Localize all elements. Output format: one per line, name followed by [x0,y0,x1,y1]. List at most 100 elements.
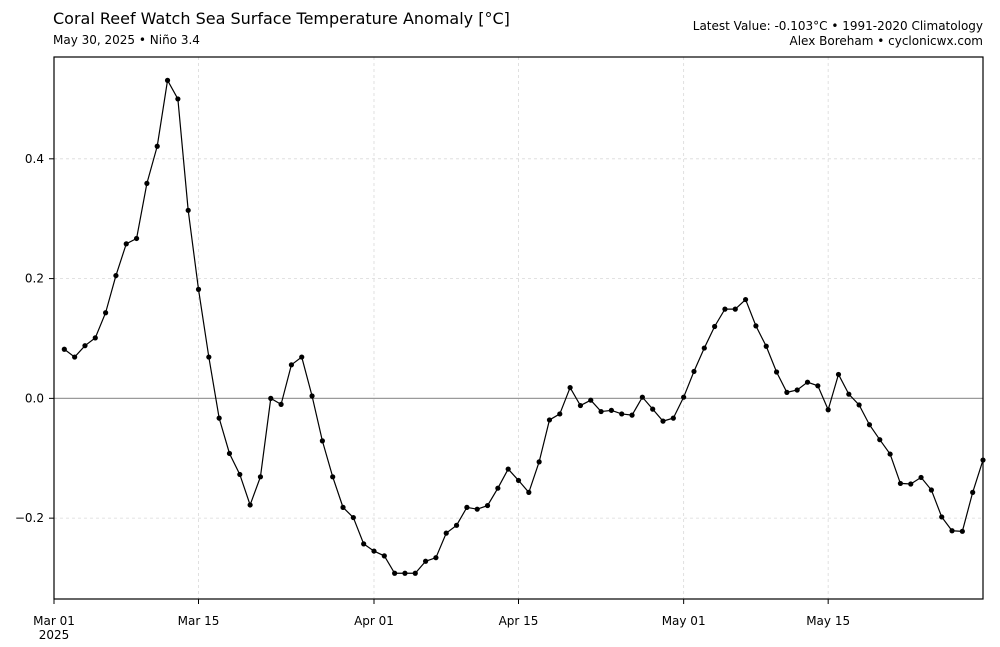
data-point [887,451,893,457]
data-point [82,343,88,349]
data-point [949,528,955,534]
data-point [577,402,584,409]
data-point [515,477,522,484]
data-point [670,415,676,421]
data-point [433,555,439,561]
anomaly-data-points [61,77,986,576]
y-tick-label: 0.0 [25,391,44,405]
data-point [195,286,202,292]
data-point [226,450,233,457]
data-point [423,558,429,564]
data-point [247,502,253,508]
data-point [350,514,356,521]
data-point [340,504,346,510]
data-point [526,489,532,495]
data-point [681,394,687,400]
data-point [216,415,222,421]
data-point [164,77,171,83]
data-point [133,235,140,242]
data-point [815,383,821,389]
data-point [495,485,501,491]
data-point [557,411,563,417]
data-point [103,310,109,316]
data-point [309,393,315,399]
data-point [691,368,697,375]
y-tick-label: 0.4 [25,152,44,166]
data-point [701,345,707,351]
data-point [288,362,295,368]
anomaly-series-line [63,78,984,574]
data-point [443,530,449,536]
data-point [835,371,842,378]
data-point [722,306,728,312]
data-point [206,354,212,360]
data-point [123,241,129,247]
data-point [412,570,418,576]
data-point [392,570,398,576]
data-point [546,417,553,423]
x-tick-year-label: 2025 [39,628,70,642]
data-point [660,418,666,424]
grid-lines [53,57,983,599]
data-point [72,354,78,360]
data-point [257,474,264,480]
data-point [763,343,769,349]
data-point [464,504,470,510]
data-point [536,459,542,465]
data-point [825,407,831,413]
data-point [361,541,367,547]
data-point [371,548,377,554]
data-point [608,407,615,413]
data-point [598,408,604,415]
data-point [185,207,191,213]
data-point [330,474,336,480]
data-point [742,296,749,303]
data-point [505,466,511,472]
data-point [268,395,274,401]
x-tick-label: May 15 [806,614,850,628]
data-point [650,406,656,412]
data-point [753,323,759,329]
data-point [908,481,914,487]
data-point [319,438,325,444]
data-point [588,397,594,403]
author-credit: Alex Boreham • cyclonicwx.com [789,34,983,48]
data-point [794,387,800,393]
data-point [866,422,873,428]
chart-title: Coral Reef Watch Sea Surface Temperature… [53,9,510,28]
data-point [712,323,718,330]
x-tick-label: Mar 15 [178,614,220,628]
data-point [877,437,883,443]
data-point [639,394,645,400]
data-point [154,143,160,149]
data-point [784,389,790,395]
data-point [453,522,460,528]
data-point [897,480,904,487]
data-point [959,528,965,534]
data-point [928,487,934,493]
x-tick-label: Mar 01 [33,614,75,628]
data-point [939,514,945,520]
x-tick-label: May 01 [662,614,706,628]
data-point [970,489,976,495]
data-point [113,272,119,279]
data-point [175,96,181,102]
x-tick-label: Apr 01 [354,614,394,628]
data-point [92,335,98,341]
data-point [144,180,150,186]
data-point [804,379,811,385]
data-point [61,346,67,352]
data-point [402,570,408,576]
data-point [918,474,924,481]
data-point [299,354,305,360]
data-point [629,412,635,418]
data-point [846,391,852,397]
data-point [474,506,480,512]
y-axis-ticks: −0.2 0.0 0.2 0.4 [15,152,54,525]
data-point [773,369,780,375]
x-tick-label: Apr 15 [499,614,539,628]
y-tick-label: 0.2 [25,272,44,286]
y-tick-label: −0.2 [15,511,44,525]
latest-value-info: Latest Value: -0.103°C • 1991-2020 Clima… [692,19,983,33]
